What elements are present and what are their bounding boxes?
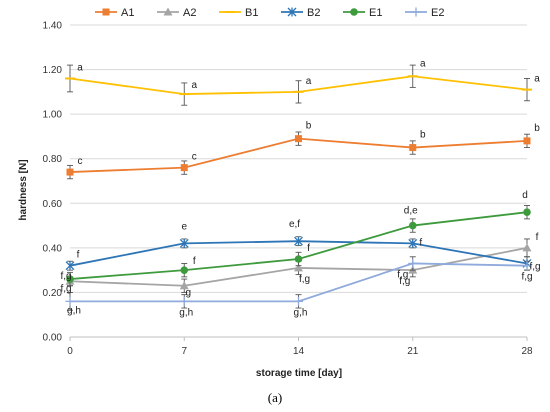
data-label-B2-3: f <box>419 237 422 248</box>
point-E2-2 <box>294 296 303 306</box>
series-layer <box>65 64 532 311</box>
point-A2-2 <box>294 263 303 272</box>
legend-item-A2: A2 <box>157 7 196 19</box>
data-label-E1-4: d <box>522 190 528 201</box>
y-tick-label-3: 0.60 <box>43 199 63 210</box>
data-label-B1-1: a <box>191 80 197 91</box>
series-E1 <box>66 205 531 287</box>
y-axis-title: hardness [N] <box>18 159 29 220</box>
point-B2-0 <box>65 261 75 271</box>
point-A1-2 <box>295 135 302 143</box>
legend-marker-A1 <box>102 8 110 16</box>
legend-label-B2: B2 <box>307 7 320 19</box>
legend-label-B1: B1 <box>245 7 258 19</box>
y-tick-label-6: 1.20 <box>43 65 63 76</box>
legend-item-A1: A1 <box>95 7 134 19</box>
point-E2-3 <box>408 258 418 268</box>
point-A1-3 <box>409 144 417 152</box>
data-label-E1-1: f <box>193 256 196 267</box>
point-A1-1 <box>180 164 188 172</box>
data-label-E2-0: g,h <box>67 305 81 316</box>
point-E1-4 <box>523 208 531 216</box>
x-tick-label-4: 28 <box>521 346 533 357</box>
series-E2 <box>65 256 532 311</box>
series-A1 <box>66 131 531 180</box>
x-axis-title: storage time [day] <box>256 368 342 379</box>
y-tick-label-2: 0.40 <box>43 243 63 254</box>
point-E1-3 <box>408 221 417 230</box>
legend-marker-E2 <box>411 7 421 17</box>
point-A1-4 <box>523 137 531 145</box>
data-label-A1-3: b <box>420 130 426 141</box>
y-tick-label-1: 0.20 <box>43 288 63 299</box>
y-tick-label-5: 1.00 <box>43 110 63 121</box>
point-E1-1 <box>180 266 189 274</box>
legend: A1 A2 B1 B2 E1 E2 <box>95 7 444 19</box>
data-label-E2-3: f,g <box>397 269 408 280</box>
series-B1 <box>65 64 532 106</box>
legend-marker-E1 <box>350 8 358 16</box>
legend-label-E2: E2 <box>431 7 444 19</box>
point-B2-2 <box>294 236 303 246</box>
legend-item-B2: B2 <box>281 7 320 19</box>
legend-label-E1: E1 <box>369 7 382 19</box>
data-label-B1-2: a <box>306 76 312 87</box>
point-E2-1 <box>179 296 189 306</box>
legend-label-A2: A2 <box>183 7 196 19</box>
point-B2-1 <box>179 238 189 248</box>
data-label-B1-0: a <box>77 62 83 73</box>
point-A1-0 <box>66 168 74 176</box>
data-label-B2-1: e <box>181 221 187 232</box>
data-label-B2-4: f,g <box>529 261 540 272</box>
data-label-B2-2: e,f <box>289 219 300 230</box>
data-label-E1-0: f,g <box>60 271 71 282</box>
legend-marker-B2 <box>287 7 297 17</box>
legend-item-B1: B1 <box>219 7 258 19</box>
x-tick-label-2: 14 <box>293 346 305 357</box>
y-tick-label-4: 0.80 <box>43 154 63 165</box>
axes: 0.00 0.20 0.40 0.60 0.80 1.00 1.20 1.40 0 7 14 21 28 <box>43 21 533 358</box>
data-label-E2-1: g,h <box>179 307 193 318</box>
data-label-A1-2: b <box>306 121 312 132</box>
legend-item-E1: E1 <box>343 7 382 19</box>
point-E1-0 <box>66 275 74 283</box>
point-E2-0 <box>65 296 75 306</box>
data-label-B2-0: f <box>77 250 80 261</box>
series-A2 <box>65 238 532 293</box>
y-tick-label-7: 1.40 <box>43 21 63 32</box>
point-A2-1 <box>179 281 189 290</box>
data-label-E1-2: f <box>307 243 310 254</box>
data-label-E2-4: f,g <box>521 272 532 283</box>
data-label-E2-2: g,h <box>294 307 308 318</box>
data-label-A2-0: f,g <box>60 283 71 294</box>
point-E2-4 <box>522 261 532 271</box>
x-tick-label-1: 7 <box>181 346 187 357</box>
x-tick-label-0: 0 <box>67 346 73 357</box>
data-label-A2-4: f <box>536 232 539 243</box>
data-label-B1-4: a <box>534 74 540 85</box>
data-label-A1-4: b <box>534 123 540 134</box>
legend-label-A1: A1 <box>121 7 134 19</box>
figure-caption: (a) <box>268 390 282 405</box>
data-label-A2-1: g <box>185 288 191 299</box>
point-B2-3 <box>408 238 418 248</box>
data-label-A1-1: c <box>192 152 197 163</box>
point-E1-2 <box>294 255 303 263</box>
legend-item-E2: E2 <box>405 7 444 19</box>
data-label-A2-2: f,g <box>299 274 310 285</box>
data-label-E1-3: d,e <box>404 206 418 217</box>
data-label-A2-3: f,g <box>399 276 410 287</box>
x-tick-label-3: 21 <box>407 346 419 357</box>
point-A2-4 <box>522 243 532 252</box>
legend-marker-A2 <box>163 7 173 16</box>
data-label-B1-3: a <box>420 58 426 69</box>
y-tick-label-0: 0.00 <box>43 333 63 344</box>
data-label-A1-0: c <box>78 156 83 167</box>
